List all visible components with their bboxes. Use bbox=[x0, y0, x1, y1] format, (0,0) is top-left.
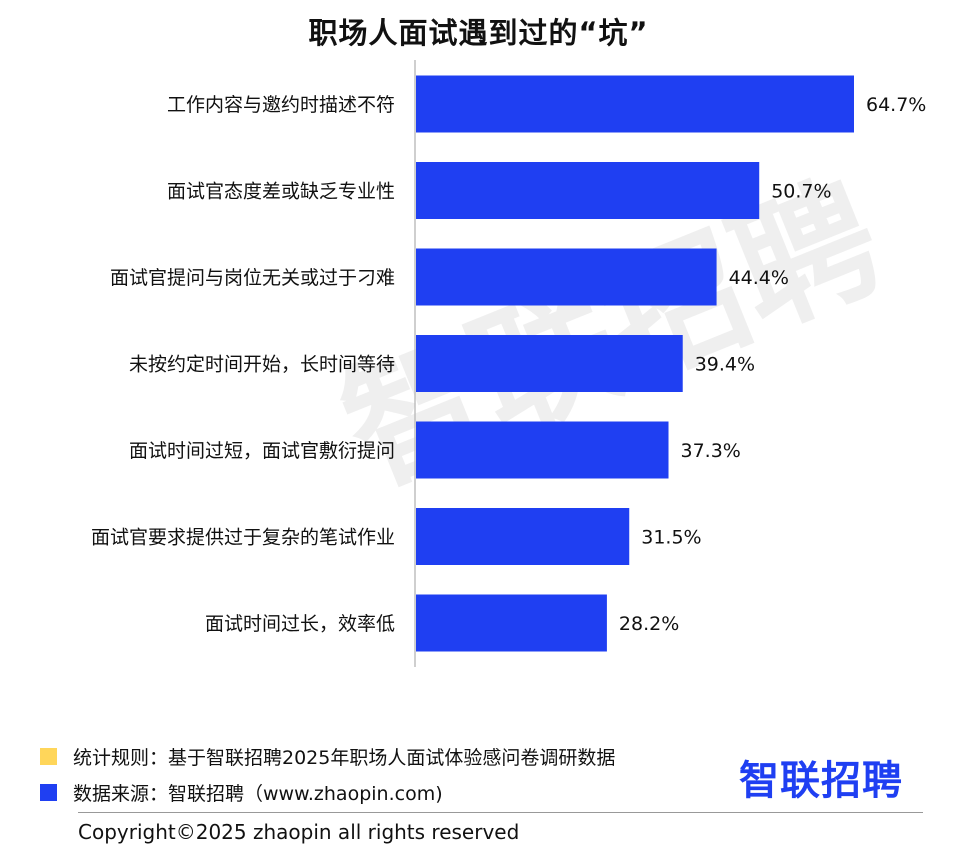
value-label: 39.4% bbox=[695, 354, 755, 376]
value-label: 64.7% bbox=[866, 94, 926, 116]
category-label: 面试时间过短，面试官敷衍提问 bbox=[129, 440, 395, 462]
data-source-note: 数据来源：智联招聘（www.zhaopin.com) bbox=[40, 779, 443, 806]
copyright-text: Copyright©2025 zhaopin all rights reserv… bbox=[78, 820, 520, 844]
bar bbox=[416, 594, 607, 652]
value-label: 28.2% bbox=[619, 613, 679, 635]
statistics-rule-text: 统计规则：基于智联招聘2025年职场人面试体验感问卷调研数据 bbox=[73, 747, 616, 769]
bar bbox=[416, 421, 669, 479]
value-label: 37.3% bbox=[681, 440, 741, 462]
bar bbox=[416, 508, 630, 565]
category-label: 面试官态度差或缺乏专业性 bbox=[167, 181, 395, 203]
value-label: 31.5% bbox=[641, 527, 701, 549]
source-swatch bbox=[40, 784, 57, 801]
category-label: 工作内容与邀约时描述不符 bbox=[167, 94, 395, 116]
rule-swatch bbox=[40, 748, 57, 765]
bar bbox=[416, 248, 717, 306]
category-label: 未按约定时间开始，长时间等待 bbox=[129, 354, 395, 376]
bar bbox=[416, 335, 683, 392]
bar-chart: 工作内容与邀约时描述不符 64.7% 面试官态度差或缺乏专业性 50.7% 面试官提问与… bbox=[91, 60, 926, 667]
bar bbox=[416, 162, 760, 219]
value-label: 44.4% bbox=[729, 267, 789, 289]
footer-divider bbox=[78, 812, 923, 813]
statistics-rule-note: 统计规则：基于智联招聘2025年职场人面试体验感问卷调研数据 bbox=[40, 743, 615, 770]
bar bbox=[416, 75, 854, 133]
category-label: 面试官提问与岗位无关或过于刁难 bbox=[110, 267, 395, 289]
category-label: 面试官要求提供过于复杂的笔试作业 bbox=[91, 527, 395, 549]
category-label: 面试时间过长，效率低 bbox=[205, 613, 395, 635]
value-label: 50.7% bbox=[771, 181, 831, 203]
brand-logo: 智联招聘 bbox=[739, 758, 903, 804]
chart-title: 职场人面试遇到过的“坑” bbox=[308, 16, 649, 50]
data-source-text: 数据来源：智联招聘（www.zhaopin.com) bbox=[73, 783, 443, 805]
